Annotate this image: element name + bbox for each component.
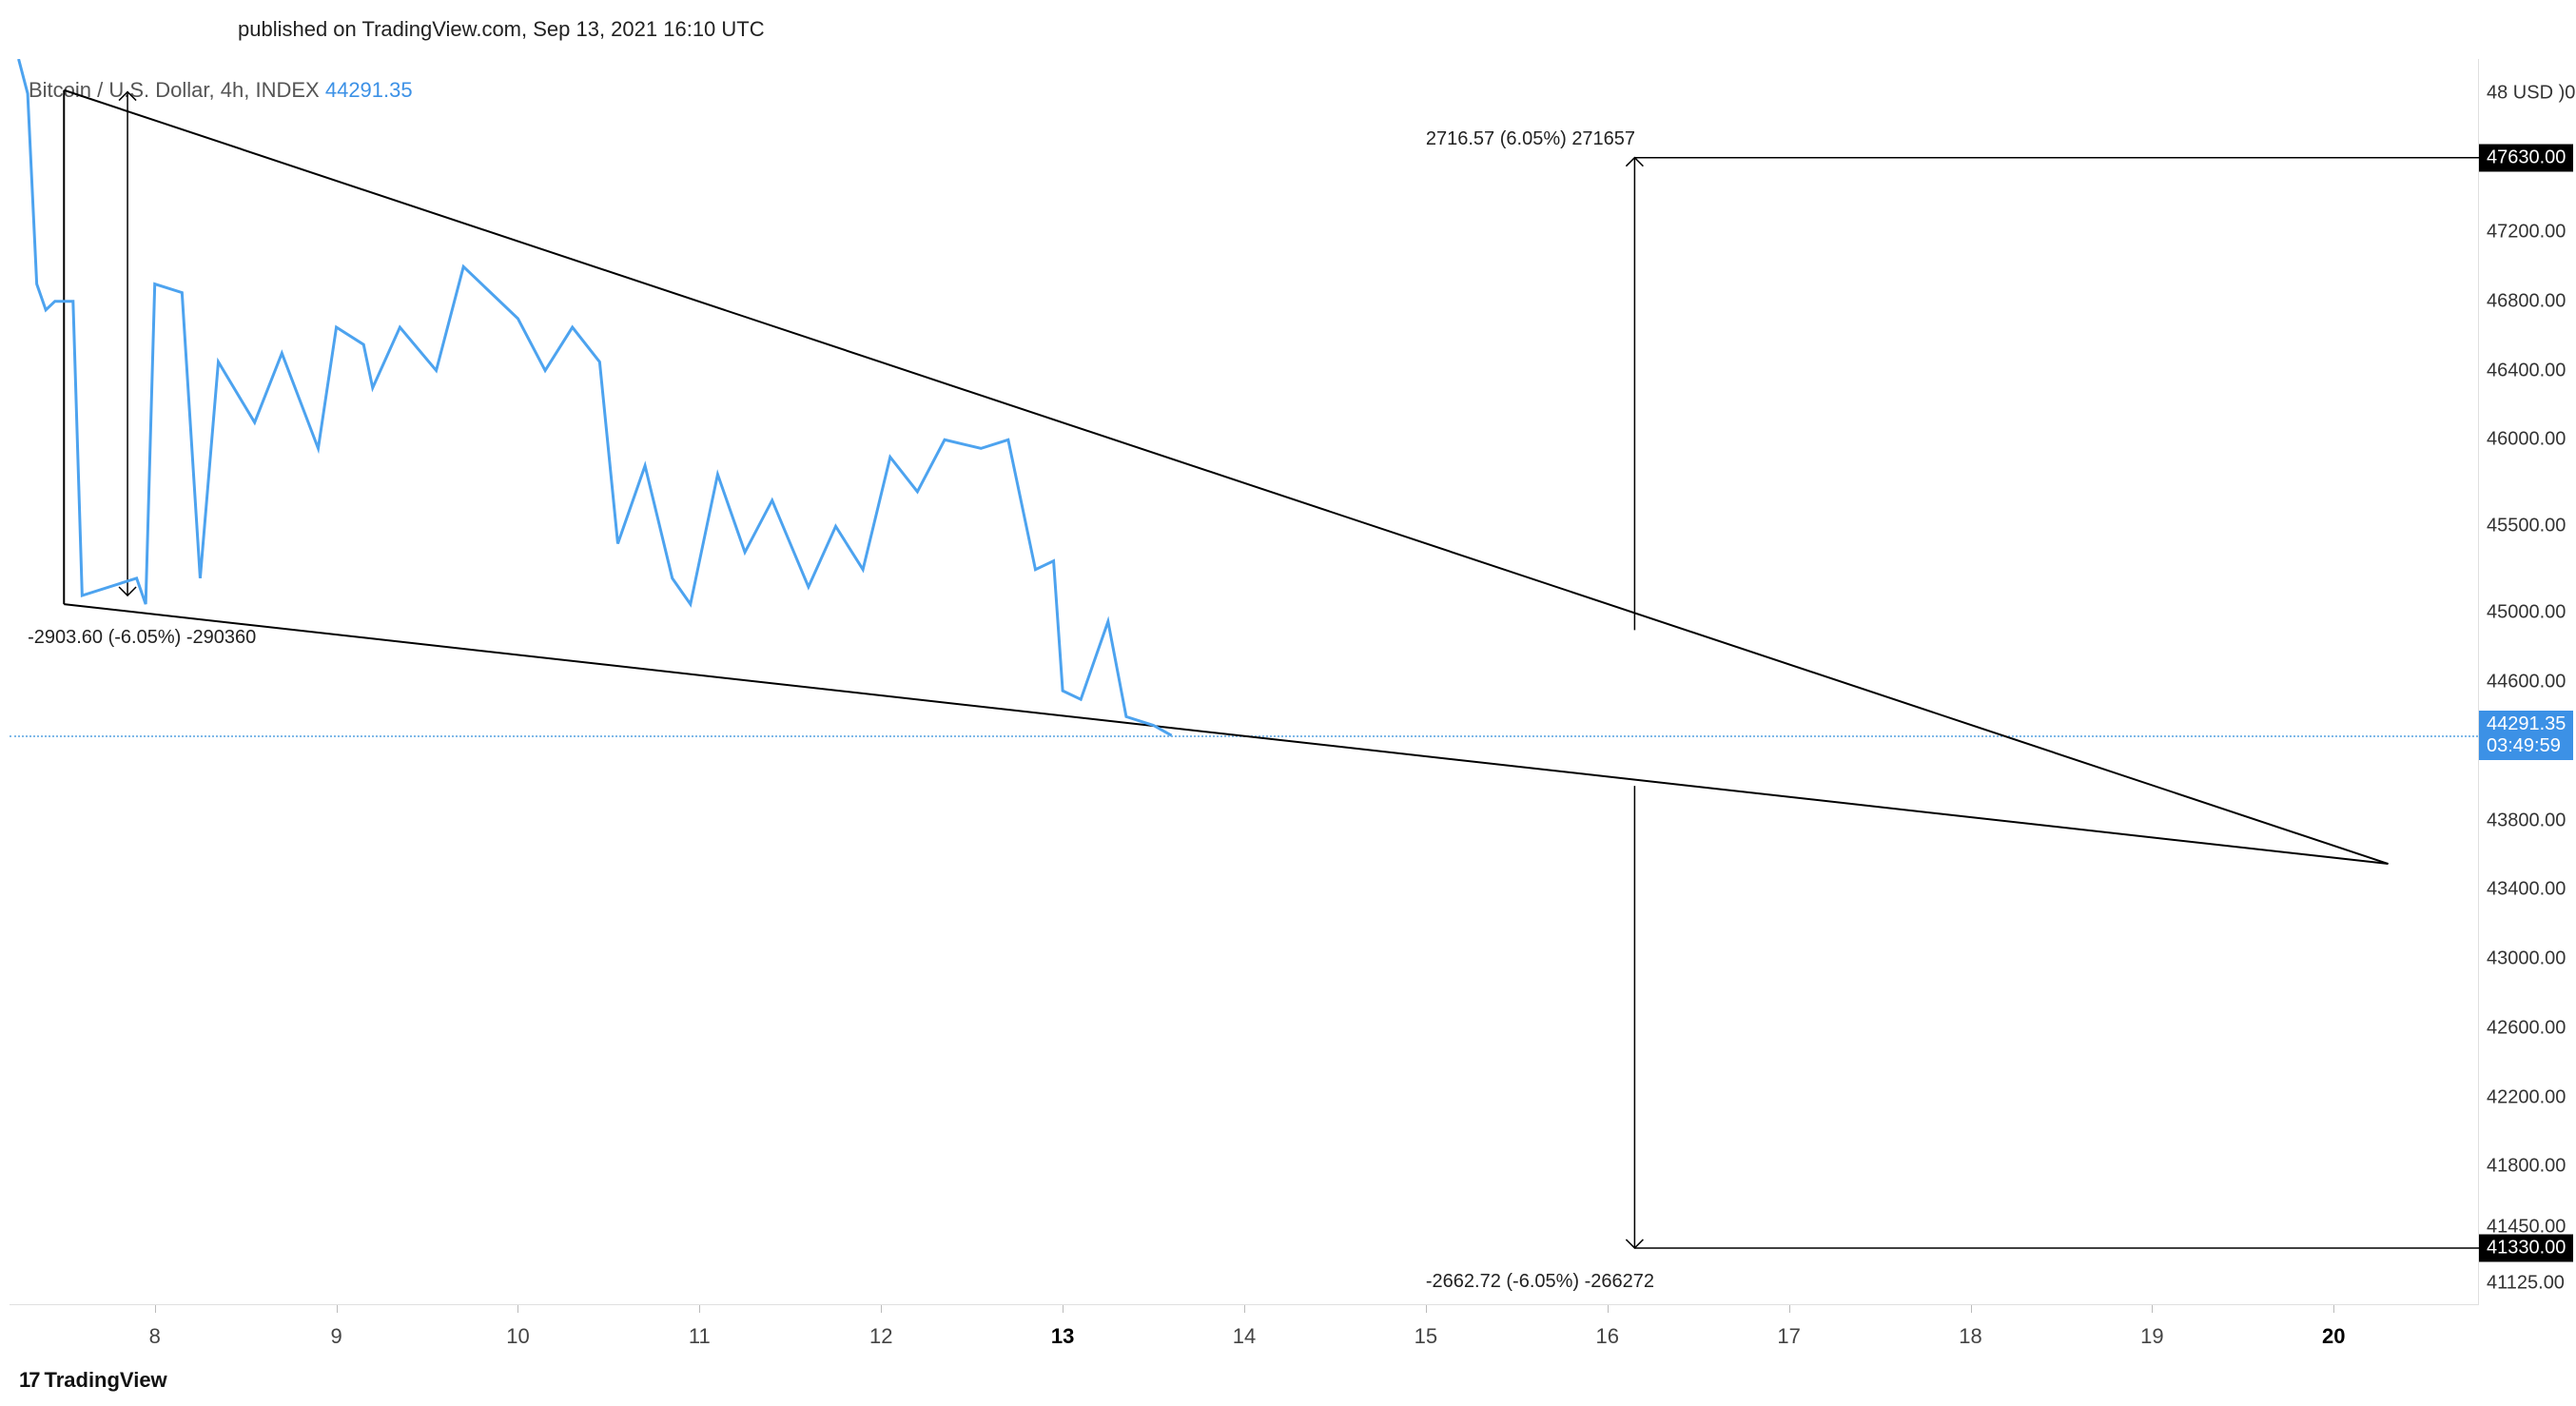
y-axis-label: 46800.00 xyxy=(2487,290,2566,312)
y-axis-current-price: 44291.3503:49:59 xyxy=(2479,711,2573,760)
chart-svg xyxy=(10,59,2479,1305)
x-axis-label: 13 xyxy=(1051,1324,1074,1349)
x-axis-label: 14 xyxy=(1233,1324,1256,1349)
x-axis-label: 16 xyxy=(1596,1324,1619,1349)
y-axis-label: 44600.00 xyxy=(2487,672,2566,693)
x-axis-label: 20 xyxy=(2322,1324,2345,1349)
annotation-bottom-measure: -2662.72 (-6.05%) -266272 xyxy=(1426,1271,1654,1293)
y-axis-label: 45000.00 xyxy=(2487,602,2566,624)
y-axis[interactable]: 48 USD )0 47630.00 47200.00 46800.00 46400.0… xyxy=(2479,59,2576,1305)
x-axis-label: 8 xyxy=(149,1324,161,1349)
y-axis-highlight: 41330.00 xyxy=(2479,1234,2573,1261)
y-axis-label: 46000.00 xyxy=(2487,429,2566,451)
chart-area[interactable]: -2903.60 (-6.05%) -290360 2716.57 (6.05%… xyxy=(10,59,2479,1305)
x-axis-label: 10 xyxy=(506,1324,529,1349)
x-axis-label: 11 xyxy=(689,1324,711,1349)
y-axis-highlight: 47630.00 xyxy=(2479,144,2573,171)
y-axis-label: 42200.00 xyxy=(2487,1086,2566,1108)
tradingview-brand-text: TradingView xyxy=(44,1368,166,1393)
x-axis[interactable]: 8 9 10 11 12 13 14 15 16 17 18 19 20 xyxy=(10,1305,2479,1362)
x-axis-label: 9 xyxy=(330,1324,342,1349)
tradingview-logo-icon: 17 xyxy=(19,1368,38,1393)
x-axis-label: 17 xyxy=(1777,1324,1800,1349)
x-axis-label: 18 xyxy=(1959,1324,1981,1349)
y-axis-label: 45500.00 xyxy=(2487,516,2566,537)
x-axis-label: 19 xyxy=(2140,1324,2163,1349)
published-text: published on TradingView.com, Sep 13, 20… xyxy=(238,17,765,42)
annotation-left-measure: -2903.60 (-6.05%) -290360 xyxy=(28,627,256,649)
y-axis-label: 43800.00 xyxy=(2487,810,2566,831)
annotation-top-measure: 2716.57 (6.05%) 271657 xyxy=(1426,128,1635,150)
y-axis-label: 46400.00 xyxy=(2487,360,2566,381)
footer-brand: 17 TradingView xyxy=(19,1368,167,1393)
y-axis-label: 43000.00 xyxy=(2487,948,2566,970)
x-axis-label: 12 xyxy=(869,1324,892,1349)
y-axis-label: 41125.00 xyxy=(2487,1273,2565,1295)
y-axis-label: 42600.00 xyxy=(2487,1017,2566,1039)
y-axis-unit: 48 USD )0 xyxy=(2487,83,2575,105)
y-axis-label: 47200.00 xyxy=(2487,221,2566,243)
y-axis-label: 41800.00 xyxy=(2487,1156,2566,1178)
x-axis-label: 15 xyxy=(1415,1324,1437,1349)
y-axis-label: 43400.00 xyxy=(2487,879,2566,901)
